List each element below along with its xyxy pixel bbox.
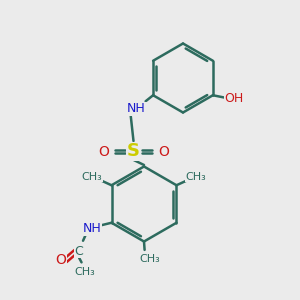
Text: S: S — [127, 142, 140, 160]
Text: CH₃: CH₃ — [82, 172, 102, 182]
Text: O: O — [98, 145, 109, 158]
Text: C: C — [74, 245, 83, 258]
Text: NH: NH — [82, 222, 101, 235]
Text: O: O — [55, 253, 66, 267]
Text: CH₃: CH₃ — [186, 172, 206, 182]
Text: CH₃: CH₃ — [140, 254, 160, 265]
Text: O: O — [158, 145, 169, 158]
Text: CH₃: CH₃ — [74, 267, 95, 277]
Text: NH: NH — [127, 102, 146, 115]
Text: OH: OH — [224, 92, 244, 105]
